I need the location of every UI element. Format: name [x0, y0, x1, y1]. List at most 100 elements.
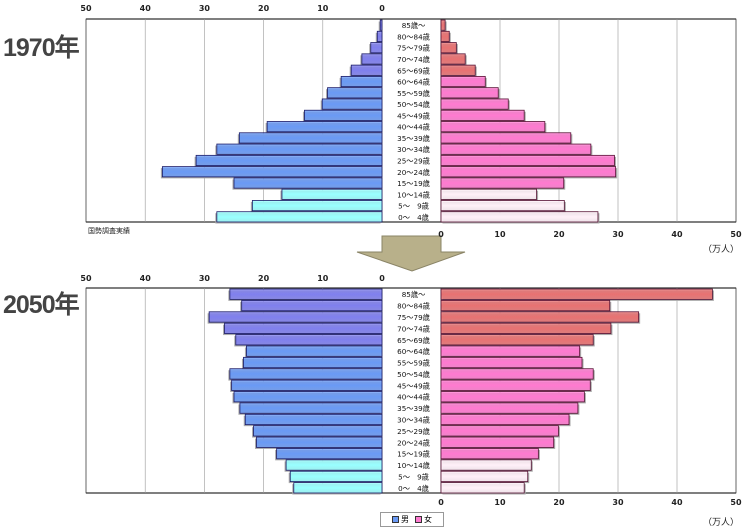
male-bar: [253, 425, 383, 437]
unit-label-bottom: （万人）: [703, 518, 740, 528]
female-bar: [440, 64, 476, 76]
male-axis-tick-label: 20: [258, 4, 270, 13]
age-group-label: 35～39歳: [397, 134, 430, 143]
female-bar: [440, 132, 572, 144]
female-bar: [440, 299, 611, 312]
female-bar: [440, 109, 525, 121]
male-bar: [241, 299, 383, 312]
age-group-label: 30～34歳: [397, 145, 430, 154]
female-bar: [440, 322, 612, 334]
age-group-label: 70～74歳: [397, 324, 430, 333]
age-group-label: 70～74歳: [397, 55, 430, 64]
male-bar: [361, 53, 383, 65]
female-bar: [440, 425, 559, 437]
male-bar: [276, 448, 383, 460]
male-bar: [281, 188, 383, 200]
age-group-label: 5～ 9歳: [398, 202, 429, 211]
male-bar: [235, 334, 383, 346]
female-axis-tick-label: 0: [438, 230, 444, 239]
male-axis-tick-label: 0: [379, 4, 385, 13]
female-bar: [440, 200, 565, 212]
age-group-label: 55～59歳: [397, 89, 430, 98]
legend-male: 男: [392, 514, 409, 525]
age-group-label: 45～49歳: [397, 111, 430, 120]
male-axis-tick-label: 50: [80, 4, 92, 13]
male-bar: [233, 391, 383, 403]
male-bar: [216, 143, 383, 155]
male-axis-tick-label: 10: [317, 274, 329, 283]
male-bar: [340, 75, 383, 88]
female-axis-tick-label: 30: [612, 498, 624, 507]
age-group-label: 20～24歳: [397, 168, 430, 177]
female-bar: [440, 188, 537, 200]
age-group-label: 10～14歳: [397, 461, 430, 470]
male-bar: [350, 64, 383, 76]
female-axis-tick-label: 50: [730, 230, 742, 239]
male-bar: [224, 322, 383, 334]
female-axis-tick-label: 50: [730, 498, 742, 507]
female-bar: [440, 311, 640, 323]
male-bar: [216, 211, 383, 223]
male-bar: [195, 154, 383, 167]
female-bar: [440, 368, 594, 380]
legend-male-label: 男: [401, 515, 409, 524]
unit-label-top: （万人）: [703, 245, 740, 255]
female-bar: [440, 459, 532, 471]
female-bar: [440, 98, 509, 110]
male-axis-tick-label: 50: [80, 274, 92, 283]
age-group-label: 65～69歳: [397, 66, 430, 75]
age-group-label: 25～29歳: [397, 156, 430, 165]
female-bar: [440, 402, 579, 414]
male-bar: [244, 413, 383, 426]
female-bar: [440, 143, 592, 155]
male-bar: [327, 87, 383, 99]
male-bar: [239, 402, 383, 414]
female-bar: [440, 391, 585, 403]
female-bar: [440, 448, 539, 460]
male-axis-tick-label: 10: [317, 4, 329, 13]
age-group-label: 40～44歳: [397, 123, 430, 132]
female-bar: [440, 482, 525, 494]
female-bar: [440, 436, 555, 448]
male-bar: [293, 482, 383, 494]
female-bar: [440, 334, 594, 346]
down-arrow-icon: [356, 235, 466, 272]
age-group-label: 85歳～: [402, 290, 426, 299]
male-axis-tick-label: 30: [199, 274, 211, 283]
age-group-label: 60～64歳: [397, 78, 430, 87]
female-bar: [440, 356, 583, 369]
age-group-label: 15～19歳: [397, 450, 430, 459]
female-axis-tick-label: 30: [612, 230, 624, 239]
male-bar: [370, 42, 383, 54]
female-axis-tick-label: 10: [494, 230, 506, 239]
legend-female-swatch: [415, 516, 422, 523]
age-group-label: 60～64歳: [397, 347, 430, 356]
age-group-label: 50～54歳: [397, 100, 430, 109]
female-axis-tick-label: 40: [671, 498, 683, 507]
age-group-label: 10～14歳: [397, 190, 430, 199]
age-group-label: 50～54歳: [397, 370, 430, 379]
female-bar: [440, 177, 565, 189]
male-axis-tick-label: 30: [199, 4, 211, 13]
female-bar: [440, 19, 446, 31]
female-bar: [440, 413, 570, 426]
chart-title-1970: 1970年: [3, 34, 80, 62]
male-bar: [256, 436, 383, 448]
female-bar: [440, 379, 591, 391]
female-bar: [440, 42, 457, 54]
female-bar: [440, 154, 615, 167]
age-group-label: 0～ 4歳: [398, 484, 429, 493]
male-bar: [238, 132, 383, 144]
age-group-label: 5～ 9歳: [398, 472, 429, 481]
male-bar: [243, 356, 383, 369]
female-bar: [440, 87, 499, 99]
male-bar: [233, 177, 383, 189]
source-note: 国勢調査実績: [88, 227, 130, 235]
male-bar: [161, 166, 383, 178]
male-bar: [266, 121, 383, 133]
age-group-label: 30～34歳: [397, 415, 430, 424]
legend-female: 女: [415, 514, 432, 525]
female-bar: [440, 30, 450, 42]
female-bar: [440, 470, 529, 483]
